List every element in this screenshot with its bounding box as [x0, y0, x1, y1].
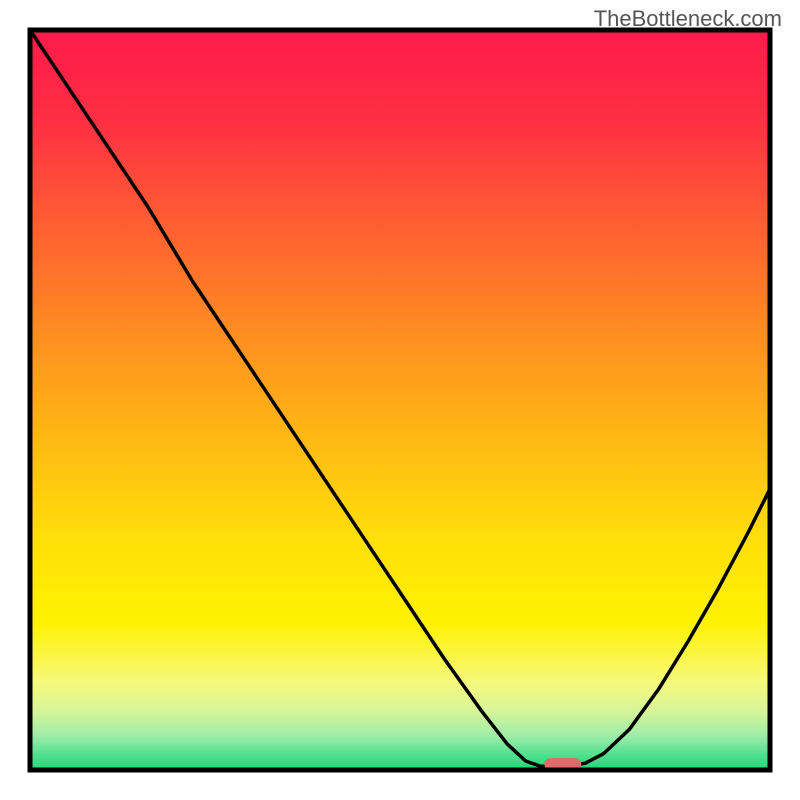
- plot-background: [30, 30, 770, 770]
- bottleneck-chart: TheBottleneck.com: [0, 0, 800, 800]
- chart-svg: [0, 0, 800, 800]
- watermark-text: TheBottleneck.com: [594, 6, 782, 32]
